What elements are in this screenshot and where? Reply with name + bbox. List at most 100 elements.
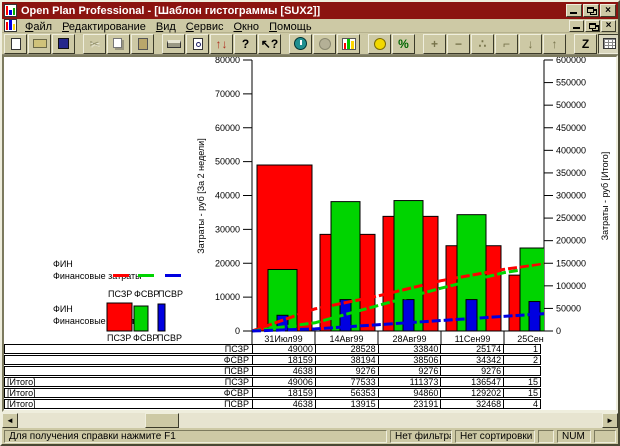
- step-chart-button[interactable]: ⌐: [495, 33, 518, 54]
- time-analysis-icon: [294, 37, 307, 50]
- update-button[interactable]: ↑↓: [210, 33, 233, 54]
- date-label-11Сен99: 11Сен99: [455, 334, 491, 344]
- sort-z-icon: Z: [581, 36, 590, 51]
- scrollbar-thumb[interactable]: [145, 413, 179, 428]
- percent-button[interactable]: %: [392, 33, 415, 54]
- legend-entry-label: ФСВР: [134, 289, 159, 299]
- link-points-button[interactable]: ∴: [471, 33, 494, 54]
- paste-icon: [137, 37, 148, 50]
- legend-entry-label: ПСВР: [158, 289, 183, 299]
- status-filter: Нет фильтра: [390, 430, 452, 443]
- table-cell: 34342: [440, 356, 503, 364]
- new-file-button[interactable]: [4, 33, 27, 54]
- row-group-label: [Итого]: [7, 378, 36, 386]
- table-view-button[interactable]: [598, 33, 618, 54]
- close-button[interactable]: ×: [600, 4, 616, 17]
- row-resource-label: ФСВР: [223, 356, 250, 364]
- menu-вид[interactable]: Вид: [155, 20, 176, 33]
- table-row[interactable]: ФСВР 18159 38194 38506 34342 2: [4, 355, 541, 365]
- zoom-out-button[interactable]: −: [447, 33, 470, 54]
- table-cell: [503, 367, 540, 375]
- table-cell: 111373: [377, 378, 441, 386]
- document-icon[interactable]: [4, 19, 17, 32]
- app-icon-bar: [9, 10, 12, 15]
- restore-button[interactable]: [583, 4, 599, 17]
- row-resource-label: ПСЗР: [224, 345, 250, 353]
- table-cell: 23191: [377, 400, 441, 408]
- table-row[interactable]: ПСВР 4638 9276 9276 9276: [4, 366, 541, 376]
- app-icon[interactable]: [4, 4, 17, 17]
- time-analysis-button[interactable]: [289, 33, 312, 54]
- menu-файл[interactable]: Файл: [25, 20, 53, 33]
- table-cell: 18159: [252, 389, 315, 397]
- table-cell: 9276: [440, 367, 503, 375]
- bar-ПСВР-11Сен99: [465, 299, 478, 332]
- table-cell: 1: [503, 345, 540, 353]
- move-down-button[interactable]: ↓: [519, 33, 542, 54]
- histogram-content-area: 0 10000 20000 30000 40000 50000 60000 70000 8000…: [2, 55, 618, 412]
- table-cell: 13915: [314, 400, 378, 408]
- child-minimize-button[interactable]: [569, 19, 584, 32]
- menu-сервис[interactable]: Сервис: [185, 20, 224, 33]
- menu-bar: Файл Редактирование Вид Сервис Окно Помощь ×: [2, 19, 618, 33]
- cost-icon: [373, 37, 386, 50]
- table-cell: 15: [503, 389, 540, 397]
- legend-entry-label: ПСВР: [157, 333, 182, 343]
- table-row[interactable]: [Итого] ПСВР 4638 13915 23191 32468 4: [4, 399, 541, 409]
- left-axis-tick-label: 0: [235, 326, 240, 336]
- row-label-cell: ФСВР: [5, 356, 252, 364]
- move-down-icon: ↓: [527, 36, 534, 51]
- horizontal-scrollbar[interactable]: ◄ ►: [2, 412, 618, 428]
- date-label-31Июл99: 31Июл99: [264, 334, 302, 344]
- table-cell: 9276: [377, 367, 441, 375]
- left-axis-tick-label: 40000: [215, 191, 240, 201]
- context-help-button[interactable]: ↖?: [258, 33, 281, 54]
- date-label-28Авг99: 28Авг99: [392, 334, 426, 344]
- print-preview-button[interactable]: [186, 33, 209, 54]
- sort-z-button[interactable]: Z: [574, 33, 597, 54]
- table-cell: 94860: [377, 389, 441, 397]
- legend-lines-group: ФИН: [53, 259, 73, 269]
- resource-analysis-icon: [318, 37, 331, 50]
- move-up-button[interactable]: ↑: [543, 33, 566, 54]
- menu-помощь[interactable]: Помощь: [269, 20, 312, 33]
- left-axis-tick-label: 80000: [215, 57, 240, 65]
- histogram-view-button[interactable]: [337, 33, 360, 54]
- save-button[interactable]: [52, 33, 75, 54]
- menu-редактирование[interactable]: Редактирование: [62, 20, 146, 33]
- document-icon-bar: [6, 22, 9, 30]
- child-restore-button[interactable]: [585, 19, 600, 32]
- step-chart-icon: ⌐: [502, 36, 510, 51]
- link-points-icon: ∴: [478, 36, 487, 51]
- zoom-in-button[interactable]: +: [423, 33, 446, 54]
- menu-окно[interactable]: Окно: [233, 20, 260, 33]
- status-help-text: Для получения справки нажмите F1: [4, 430, 387, 443]
- plot-area: 31Июл99 14Авг99 28Авг99 11Сен99 25Сен99: [252, 164, 544, 344]
- scroll-right-icon: ►: [606, 415, 614, 425]
- bar-ПСВР-25Сен99: [528, 301, 541, 332]
- cost-button[interactable]: [368, 33, 391, 54]
- table-cell: 18159: [252, 356, 315, 364]
- status-bar: Для получения справки нажмите F1 Нет фил…: [2, 428, 618, 444]
- row-group-label: [Итого]: [7, 400, 36, 408]
- help-button[interactable]: ?: [234, 33, 257, 54]
- left-axis-tick-label: 50000: [215, 157, 240, 167]
- right-axis-tick-label: 450000: [556, 123, 586, 133]
- open-file-button[interactable]: [28, 33, 51, 54]
- status-num-lock: NUM: [557, 430, 591, 443]
- histogram-chart: 0 10000 20000 30000 40000 50000 60000 70000 8000…: [53, 57, 610, 345]
- copy-button: [107, 33, 130, 54]
- scroll-left-button[interactable]: ◄: [2, 413, 18, 428]
- table-row[interactable]: [Итого] ФСВР 18159 56353 94860 129202 15: [4, 388, 541, 398]
- scroll-right-button[interactable]: ►: [602, 413, 618, 428]
- print-button[interactable]: [162, 33, 185, 54]
- row-label-cell: [Итого] ПСЗР: [5, 378, 252, 386]
- table-row[interactable]: [Итого] ПСЗР 49006 77533 111373 136547 15: [4, 377, 541, 387]
- table-row[interactable]: ПСЗР 49000 28528 33840 25174 1: [4, 344, 541, 354]
- minimize-button[interactable]: [566, 4, 582, 17]
- child-close-button[interactable]: ×: [601, 19, 616, 32]
- row-label-cell: [Итого] ФСВР: [5, 389, 252, 397]
- row-label-cell: ПСВР: [5, 367, 252, 375]
- legend-line-swatch-ФСВР: [138, 274, 154, 277]
- restore-icon: [589, 22, 596, 29]
